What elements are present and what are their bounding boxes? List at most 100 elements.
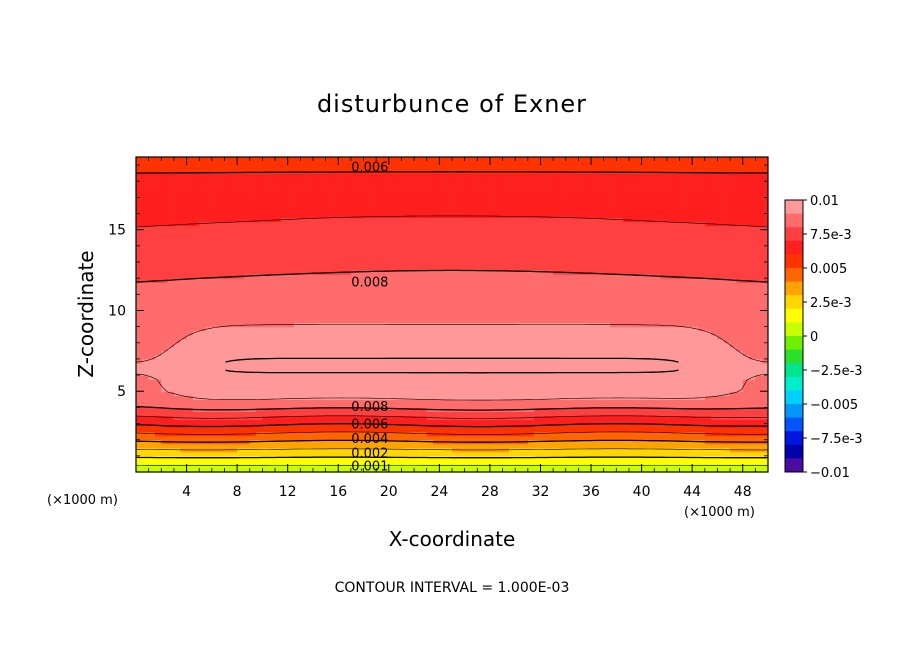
field-cell xyxy=(350,367,358,372)
field-cell xyxy=(439,379,447,384)
field-cell xyxy=(591,358,598,364)
field-cell xyxy=(546,423,554,429)
field-cell xyxy=(685,314,693,320)
field-cell xyxy=(452,435,459,441)
field-cell xyxy=(407,358,415,364)
field-cell xyxy=(439,286,447,291)
field-cell xyxy=(515,294,523,299)
field-cell xyxy=(439,403,447,408)
field-cell xyxy=(622,367,630,372)
field-cell xyxy=(654,439,662,445)
field-cell xyxy=(243,318,251,324)
field-cell xyxy=(572,455,579,461)
field-cell xyxy=(610,451,617,457)
field-cell xyxy=(300,338,308,344)
field-cell xyxy=(565,290,573,295)
field-cell xyxy=(148,459,156,465)
field-cell xyxy=(489,358,497,364)
field-cell xyxy=(572,302,579,308)
field-cell xyxy=(730,391,737,396)
field-cell xyxy=(584,318,592,324)
field-cell xyxy=(628,334,636,340)
field-cell xyxy=(211,362,219,368)
field-cell xyxy=(635,459,643,465)
field-cell xyxy=(186,350,194,356)
field-cell xyxy=(180,379,188,384)
field-cell xyxy=(742,290,750,295)
field-cell xyxy=(287,387,295,392)
field-cell xyxy=(616,362,624,368)
field-cell xyxy=(666,455,674,461)
field-cell xyxy=(730,395,737,400)
field-cell xyxy=(616,274,624,279)
field-cell xyxy=(515,447,523,453)
field-cell xyxy=(306,314,314,320)
field-cell xyxy=(458,314,466,320)
field-cell xyxy=(736,302,744,308)
field-cell xyxy=(685,375,693,380)
field-cell xyxy=(325,395,333,400)
field-cell xyxy=(294,443,301,449)
field-cell xyxy=(262,379,270,384)
field-cell xyxy=(591,399,598,404)
field-cell xyxy=(433,342,440,348)
field-cell xyxy=(616,278,624,283)
field-cell xyxy=(591,391,598,396)
field-cell xyxy=(610,290,617,295)
field-cell xyxy=(572,395,579,400)
field-cell xyxy=(692,302,700,308)
field-cell xyxy=(199,391,207,396)
field-cell xyxy=(578,310,586,316)
field-cell xyxy=(761,298,768,303)
field-cell xyxy=(698,399,706,404)
field-cell xyxy=(730,286,737,291)
field-cell xyxy=(534,302,542,308)
field-cell xyxy=(192,358,200,364)
field-cell xyxy=(407,403,415,408)
field-cell xyxy=(666,346,674,352)
field-cell xyxy=(338,399,346,404)
field-cell xyxy=(711,330,719,336)
field-cell xyxy=(249,270,257,275)
field-cell xyxy=(755,318,763,324)
field-cell xyxy=(660,294,668,299)
field-cell xyxy=(275,467,282,472)
field-cell xyxy=(275,298,282,303)
field-cell xyxy=(458,367,466,372)
field-cell xyxy=(262,314,270,320)
field-cell xyxy=(628,338,636,344)
field-cell xyxy=(401,375,409,380)
field-cell xyxy=(230,371,238,376)
field-cell xyxy=(205,338,213,344)
field-cell xyxy=(616,411,624,417)
field-cell xyxy=(717,447,725,453)
field-cell xyxy=(553,415,561,421)
field-cell xyxy=(641,302,649,308)
field-cell xyxy=(685,274,693,279)
field-cell xyxy=(154,395,162,400)
field-cell xyxy=(312,383,320,388)
field-cell xyxy=(281,439,289,445)
field-cell xyxy=(243,282,251,287)
field-cell xyxy=(211,314,219,320)
field-cell xyxy=(268,330,276,336)
field-cell xyxy=(496,294,504,299)
field-cell xyxy=(527,435,535,441)
field-cell xyxy=(319,282,327,287)
field-cell xyxy=(489,270,497,275)
field-cell xyxy=(761,302,768,308)
field-cell xyxy=(306,298,314,303)
field-cell xyxy=(142,467,150,472)
field-cell xyxy=(673,367,681,372)
field-cell xyxy=(508,371,516,376)
field-cell xyxy=(388,415,396,421)
field-cell xyxy=(136,322,143,328)
field-cell xyxy=(312,358,320,364)
field-cell xyxy=(685,379,693,384)
field-cell xyxy=(300,282,308,287)
field-cell xyxy=(256,431,263,437)
field-cell xyxy=(388,411,396,417)
field-cell xyxy=(572,467,579,472)
field-cell xyxy=(401,350,409,356)
field-cell xyxy=(452,431,459,437)
